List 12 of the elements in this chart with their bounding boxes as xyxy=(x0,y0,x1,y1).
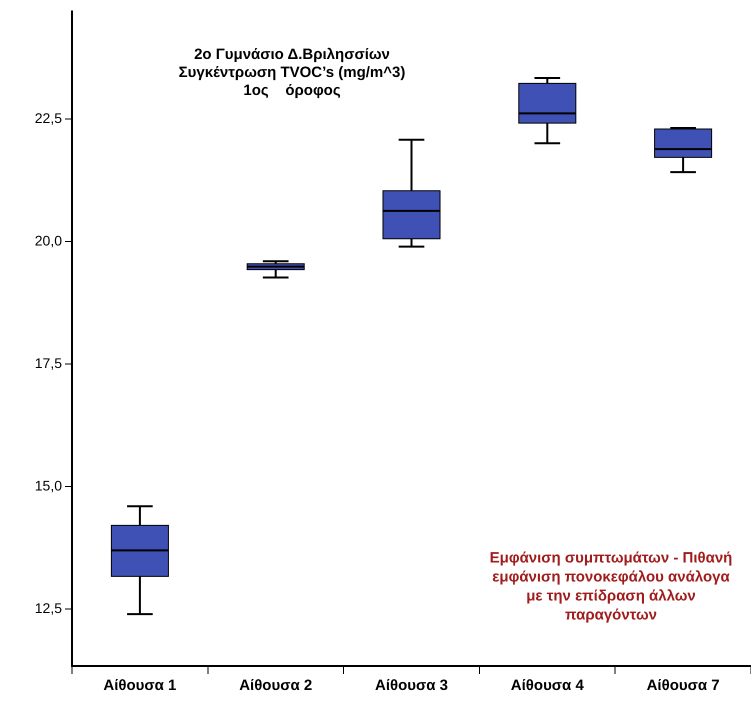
y-tick-label: 15,0 xyxy=(34,478,62,494)
y-tick-label: 17,5 xyxy=(34,355,62,372)
text: 2ο Γυμνάσιο Δ.Βριλησσίων Συγκέντρωση TVOC’s (mg/m^3) 1ος όροφος xyxy=(178,46,406,100)
annotation: Εμφάνιση συμπτωμάτων - Πιθανή εμφάνιση πονοκεφάλου ανάλογα με την επίδραση άλλων παραγόντων xyxy=(490,550,732,624)
x-tick-label: Αίθουσα 3 xyxy=(375,677,448,694)
x-tick-label: Αίθουσα 4 xyxy=(510,677,584,694)
x-tick-label: Αίθουσα 7 xyxy=(646,677,720,694)
y-tick-label: 12,5 xyxy=(34,600,62,616)
x-tick-label: Αίθουσα 1 xyxy=(103,677,176,694)
y-tick-label: 20,0 xyxy=(34,232,62,249)
x-tick-label: Αίθουσα 2 xyxy=(239,677,312,694)
y-tick-label: 22,5 xyxy=(34,110,62,126)
